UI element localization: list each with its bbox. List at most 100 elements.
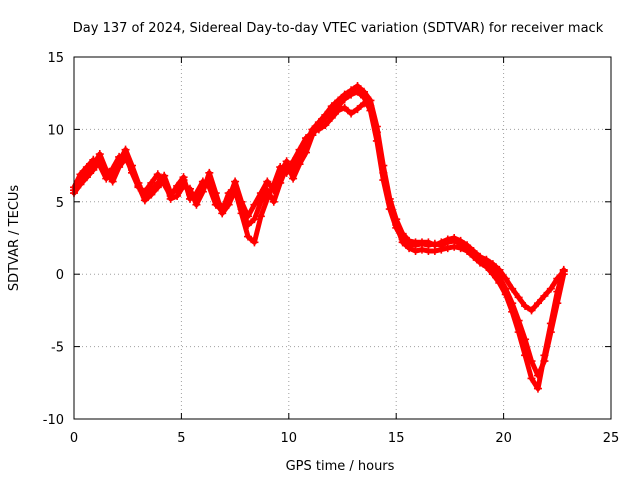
data-point xyxy=(514,328,523,337)
series-3 xyxy=(70,99,568,393)
data-point xyxy=(379,168,388,177)
data-point xyxy=(430,247,439,256)
data-point xyxy=(153,183,162,192)
data-point xyxy=(359,87,368,96)
data-point xyxy=(256,212,265,221)
data-point xyxy=(353,105,362,114)
data-point xyxy=(308,128,317,137)
data-point xyxy=(514,293,523,302)
data-point xyxy=(289,157,298,166)
data-point xyxy=(437,245,446,254)
data-point xyxy=(89,155,98,164)
data-point xyxy=(372,128,381,137)
data-point xyxy=(475,258,484,267)
data-point xyxy=(224,200,233,209)
data-point xyxy=(82,163,91,172)
data-point xyxy=(469,252,478,261)
data-point xyxy=(501,274,510,283)
data-point xyxy=(243,232,252,241)
data-point xyxy=(108,177,117,186)
data-point xyxy=(540,351,549,360)
data-point xyxy=(353,81,362,90)
y-tick-label: -10 xyxy=(43,413,64,428)
data-point xyxy=(301,134,310,143)
data-point xyxy=(76,170,85,179)
data-point xyxy=(256,197,265,206)
data-point xyxy=(153,170,162,179)
data-point xyxy=(282,168,291,177)
data-point xyxy=(527,306,536,315)
data-point xyxy=(508,307,517,316)
data-point xyxy=(160,176,169,185)
data-point xyxy=(192,200,201,209)
x-tick-label: 15 xyxy=(388,431,405,446)
x-tick-label: 10 xyxy=(281,431,298,446)
data-point xyxy=(211,189,220,198)
axis-ticks: 0 5 10 15 20 25 -10 -5 0 5 10 15 xyxy=(43,51,620,446)
data-point xyxy=(314,125,323,134)
data-point xyxy=(417,245,426,254)
data-point xyxy=(456,236,465,245)
data-point xyxy=(179,173,188,182)
data-point xyxy=(250,238,259,247)
data-point xyxy=(115,152,124,161)
data-point xyxy=(147,178,156,187)
x-tick-label: 20 xyxy=(495,431,512,446)
data-point xyxy=(102,168,111,177)
data-point xyxy=(347,109,356,118)
data-point xyxy=(443,235,452,244)
x-tick-label: 0 xyxy=(70,431,78,446)
data-point xyxy=(482,262,491,271)
data-point xyxy=(359,99,368,108)
plot-frame xyxy=(73,56,612,420)
data-point xyxy=(108,164,117,173)
data-point xyxy=(366,102,375,111)
y-tick-label: 10 xyxy=(47,123,64,138)
data-point xyxy=(140,196,149,205)
data-point xyxy=(218,209,227,218)
data-point xyxy=(488,270,497,279)
data-point xyxy=(327,102,336,111)
data-point xyxy=(134,181,143,190)
data-point xyxy=(198,187,207,196)
data-point xyxy=(546,319,555,328)
data-point xyxy=(250,200,259,209)
y-tick-label: 15 xyxy=(47,51,64,66)
data-point xyxy=(179,181,188,190)
x-axis-label: GPS time / hours xyxy=(286,459,395,474)
x-tick-label: 5 xyxy=(177,431,185,446)
data-point xyxy=(405,244,414,253)
data-point xyxy=(405,236,414,245)
data-point xyxy=(321,121,330,130)
data-point xyxy=(347,86,356,95)
data-point xyxy=(527,374,536,383)
y-tick-label: 5 xyxy=(56,196,64,211)
data-point xyxy=(553,287,562,296)
data-point xyxy=(205,168,214,177)
data-point xyxy=(398,238,407,247)
data-point xyxy=(327,113,336,122)
data-point xyxy=(314,118,323,127)
data-point xyxy=(95,157,104,166)
data-point xyxy=(82,173,91,182)
data-point xyxy=(237,209,246,218)
data-series xyxy=(70,81,568,393)
grid-lines xyxy=(74,57,611,419)
data-point xyxy=(450,234,459,242)
data-point xyxy=(127,165,136,174)
data-point xyxy=(276,163,285,172)
y-tick-label: -5 xyxy=(51,341,64,356)
data-point xyxy=(424,238,433,247)
chart-title: Day 137 of 2024, Sidereal Day-to-day VTE… xyxy=(73,21,604,36)
data-point xyxy=(276,178,285,187)
data-point xyxy=(340,90,349,99)
data-point xyxy=(115,163,124,172)
data-point xyxy=(147,190,156,199)
data-point xyxy=(250,215,259,224)
data-point xyxy=(540,291,549,300)
data-point xyxy=(533,299,542,308)
data-point xyxy=(450,242,459,251)
data-point xyxy=(121,154,130,163)
